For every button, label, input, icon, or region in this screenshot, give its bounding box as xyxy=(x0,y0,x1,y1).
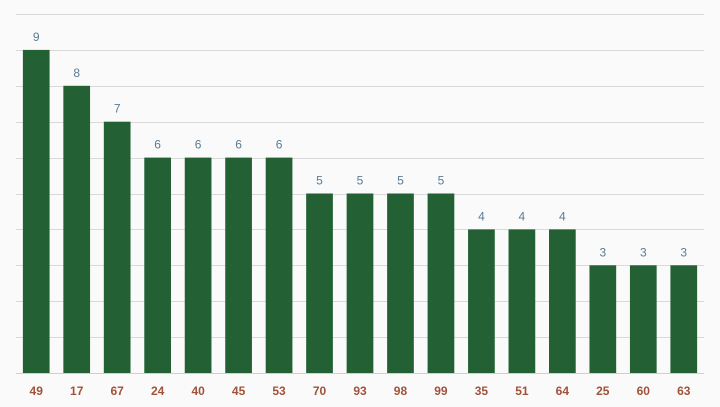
bar-35 xyxy=(468,229,495,373)
bar-60 xyxy=(629,265,657,373)
bar-93 xyxy=(346,193,374,373)
category-label-98: 98 xyxy=(394,384,408,398)
bar-17 xyxy=(63,85,91,374)
bar-70 xyxy=(306,193,333,373)
category-label-49: 49 xyxy=(30,384,44,398)
category-label-60: 60 xyxy=(637,384,651,398)
value-label-45: 6 xyxy=(235,138,242,152)
value-label-93: 5 xyxy=(357,174,364,188)
value-label-70: 5 xyxy=(316,174,323,188)
value-label-25: 3 xyxy=(599,245,606,259)
category-label-99: 99 xyxy=(434,384,448,398)
bar-25 xyxy=(589,265,617,373)
category-label-24: 24 xyxy=(151,384,165,398)
bar-24 xyxy=(144,157,171,373)
bar-49 xyxy=(22,49,50,374)
value-label-24: 6 xyxy=(154,138,161,152)
value-label-49: 9 xyxy=(33,30,40,44)
category-label-93: 93 xyxy=(353,384,367,398)
bar-64 xyxy=(549,229,576,373)
value-labels: 9 8 7 6 6 6 6 5 5 5 5 4 4 4 3 3 3 xyxy=(33,30,688,259)
bars xyxy=(22,49,698,374)
category-label-17: 17 xyxy=(70,384,84,398)
value-label-53: 6 xyxy=(276,138,283,152)
category-label-67: 67 xyxy=(111,384,125,398)
category-label-53: 53 xyxy=(272,384,286,398)
value-label-40: 6 xyxy=(195,138,202,152)
category-label-51: 51 xyxy=(515,384,529,398)
value-label-35: 4 xyxy=(478,209,485,223)
value-label-67: 7 xyxy=(114,102,121,116)
bar-53 xyxy=(265,157,293,373)
value-label-51: 4 xyxy=(519,209,526,223)
value-label-60: 3 xyxy=(640,245,647,259)
value-label-99: 5 xyxy=(438,174,445,188)
value-label-63: 3 xyxy=(680,245,687,259)
category-label-63: 63 xyxy=(677,384,691,398)
bar-67 xyxy=(103,121,131,373)
bar-98 xyxy=(387,193,414,373)
category-label-64: 64 xyxy=(556,384,570,398)
bar-45 xyxy=(225,157,252,373)
category-labels: 49 17 67 24 40 45 53 70 93 98 99 35 51 64 25 60 63 xyxy=(30,384,691,398)
category-label-40: 40 xyxy=(191,384,205,398)
category-label-35: 35 xyxy=(475,384,489,398)
category-label-70: 70 xyxy=(313,384,327,398)
value-label-64: 4 xyxy=(559,209,566,223)
category-label-45: 45 xyxy=(232,384,246,398)
value-label-17: 8 xyxy=(73,66,80,80)
bar-99 xyxy=(427,193,455,373)
bar-63 xyxy=(670,265,698,373)
value-label-98: 5 xyxy=(397,174,404,188)
bar-40 xyxy=(184,157,212,373)
category-label-25: 25 xyxy=(596,384,610,398)
bar-51 xyxy=(508,229,536,373)
